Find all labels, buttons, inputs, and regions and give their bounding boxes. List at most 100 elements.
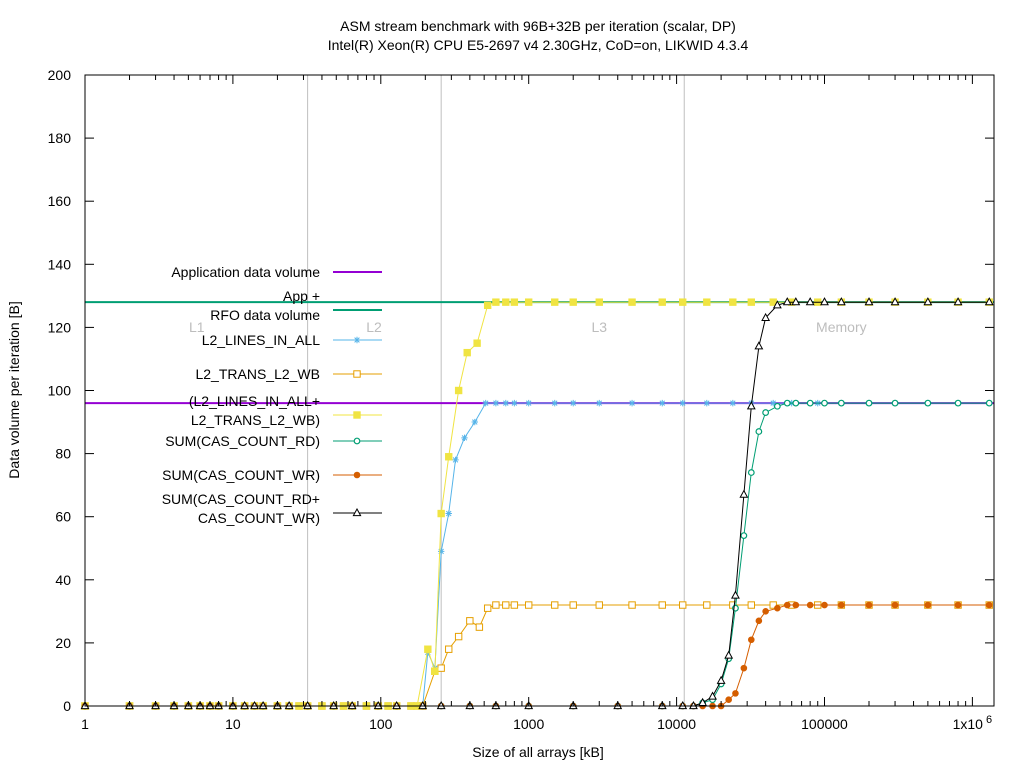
data-point [739, 489, 749, 498]
y-tick-label: 100 [48, 383, 72, 399]
x-tick-label: 100000 [801, 716, 848, 732]
x-tick-label: 1 [81, 716, 89, 732]
legend-label: L2_LINES_IN_ALL [202, 332, 321, 348]
data-point [353, 411, 361, 419]
data-point [954, 399, 962, 407]
x-tick-label: 100 [369, 716, 393, 732]
data-point [772, 300, 782, 309]
y-tick-label: 80 [55, 446, 71, 462]
cache-region-labels: L1 L2 L3 Memory [189, 319, 867, 335]
data-point [679, 399, 686, 407]
data-point [511, 399, 518, 407]
data-point [755, 617, 763, 625]
region-label-l2: L2 [366, 319, 382, 335]
data-point [792, 601, 800, 609]
data-point [747, 601, 756, 609]
chart-title: ASM stream benchmark with 96B+32B per it… [340, 18, 736, 34]
data-point [424, 645, 432, 653]
data-point [445, 510, 452, 517]
x-tick-label: 1000 [513, 716, 544, 732]
data-point [502, 601, 510, 609]
axes: 0 20 40 60 80 100 120 140 160 180 200 1 10 100 1000 100… [48, 67, 995, 732]
data-point [353, 437, 361, 445]
data-point [551, 601, 559, 609]
y-tick-label: 200 [48, 67, 72, 83]
y-tick-label: 140 [48, 256, 72, 272]
y-tick-label: 20 [55, 635, 71, 651]
y-tick-label: 60 [55, 509, 71, 525]
x-tick-label: 1x10 6 [953, 714, 993, 732]
legend-label: RFO data volume [210, 307, 320, 323]
data-point [732, 690, 739, 697]
data-point [747, 298, 756, 306]
data-point [924, 601, 932, 609]
data-point [698, 697, 708, 706]
data-point [891, 601, 899, 609]
y-tick-label: 180 [48, 130, 72, 146]
data-point [770, 399, 777, 407]
legend: Application data volume App + RFO data vol… [162, 264, 382, 526]
data-point [703, 399, 710, 407]
y-axis-label: Data volume per iteration [B] [6, 301, 22, 478]
legend-item: SUM(CAS_COUNT_WR) [162, 467, 382, 483]
series-2 [81, 601, 993, 710]
data-point [628, 601, 636, 609]
legend-label: SUM(CAS_COUNT_RD) [165, 433, 320, 449]
legend-item: SUM(CAS_COUNT_RD) [165, 433, 382, 449]
cache-boundary-lines [307, 75, 685, 706]
data-point [471, 418, 478, 426]
data-point [569, 601, 577, 609]
y-tick-label: 120 [48, 319, 72, 335]
legend-label: App + [283, 288, 320, 304]
data-point [821, 399, 828, 407]
data-point [551, 298, 559, 306]
data-point [740, 532, 748, 540]
data-point [865, 601, 873, 609]
data-point [466, 617, 474, 625]
region-label-memory: Memory [816, 319, 867, 335]
data-point [679, 601, 687, 609]
data-point [953, 297, 963, 306]
x-axis-label: Size of all arrays [kB] [472, 744, 604, 760]
data-point [352, 507, 362, 517]
data-point [628, 298, 636, 306]
data-point [658, 298, 666, 306]
data-point [510, 601, 519, 609]
data-point [954, 601, 962, 609]
data-point [445, 453, 453, 461]
legend-label: Application data volume [171, 264, 320, 280]
legend-item: App + RFO data volume [210, 288, 382, 323]
data-point [431, 667, 439, 675]
legend-label: SUM(CAS_COUNT_RD+ [162, 491, 320, 507]
data-point [483, 604, 492, 612]
y-tick-label: 0 [63, 698, 71, 714]
data-point [551, 399, 558, 407]
data-point [725, 696, 732, 703]
data-point [792, 399, 800, 407]
plot-frame [84, 74, 995, 707]
data-point [864, 297, 874, 306]
data-point [373, 700, 383, 710]
data-point [755, 428, 763, 435]
data-point [329, 700, 339, 710]
data-point [436, 700, 446, 710]
data-point [689, 700, 698, 710]
data-point [392, 700, 402, 710]
legend-item: Application data volume [171, 264, 382, 280]
legend-label: L2_TRANS_L2_WB [195, 366, 320, 382]
y-tick-label: 40 [55, 572, 71, 588]
data-point [782, 297, 792, 306]
data-point [525, 399, 532, 407]
data-point [679, 298, 687, 306]
data-point [284, 700, 294, 710]
data-point [806, 399, 814, 407]
data-point [747, 469, 755, 476]
data-point [596, 399, 603, 407]
data-point [985, 399, 993, 407]
data-point [492, 601, 500, 609]
data-point [746, 401, 756, 410]
data-point [353, 370, 361, 378]
data-point [890, 297, 900, 306]
data-point [570, 399, 577, 407]
legend-item: L2_LINES_IN_ALL [202, 332, 382, 348]
